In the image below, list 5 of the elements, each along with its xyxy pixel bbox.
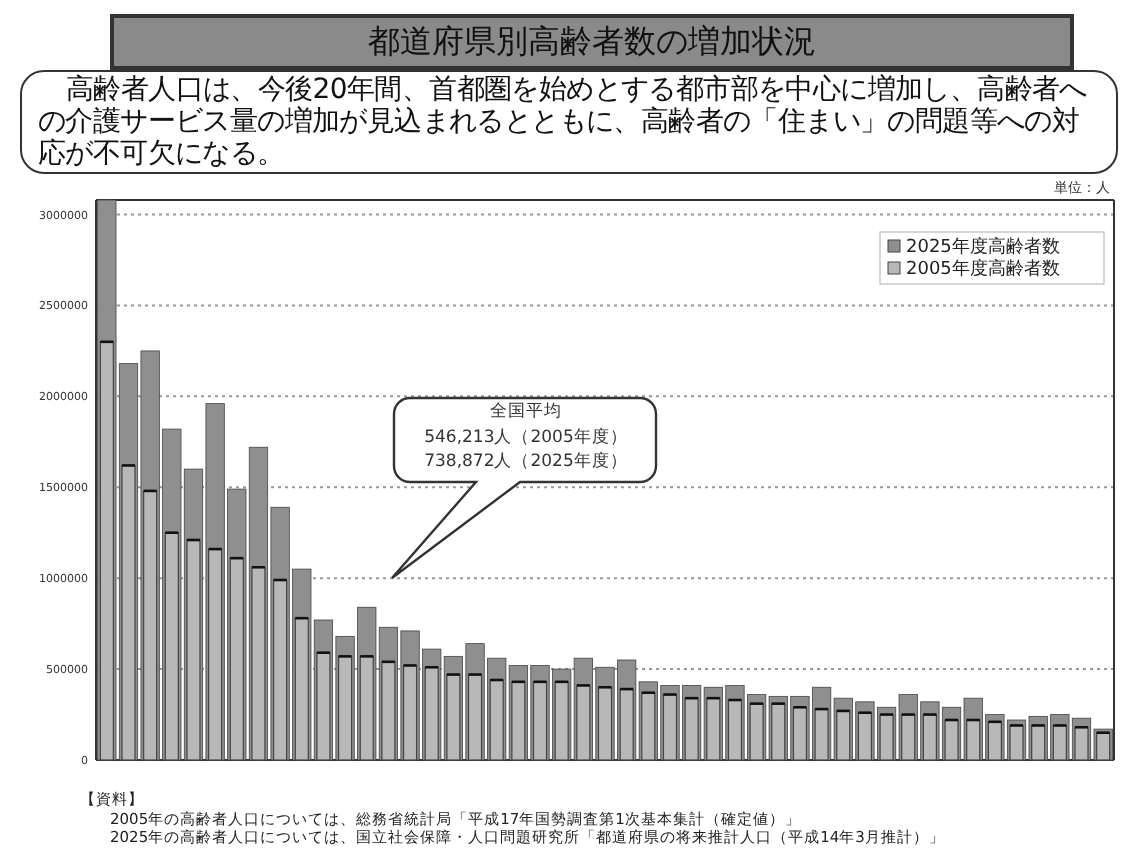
legend-label: 2025年度高齢者数 (906, 236, 1060, 258)
chart-subtitle: 高齢者人口は、今後20年間、首都圏を始めとする都市部を中心に増加し、高齢者への介護サービス量の増加が見込まれるとともに、高齢者の「住まい」の問題等への対応が不可欠になる。 (20, 70, 1118, 174)
legend-label: 2005年度高齢者数 (906, 258, 1060, 280)
annotation: 全国平均 546,213人（2005年度） 738,872人（2025年度） (422, 400, 630, 475)
chart-title: 都道府県別高齢者数の増加状況 (110, 14, 1074, 70)
